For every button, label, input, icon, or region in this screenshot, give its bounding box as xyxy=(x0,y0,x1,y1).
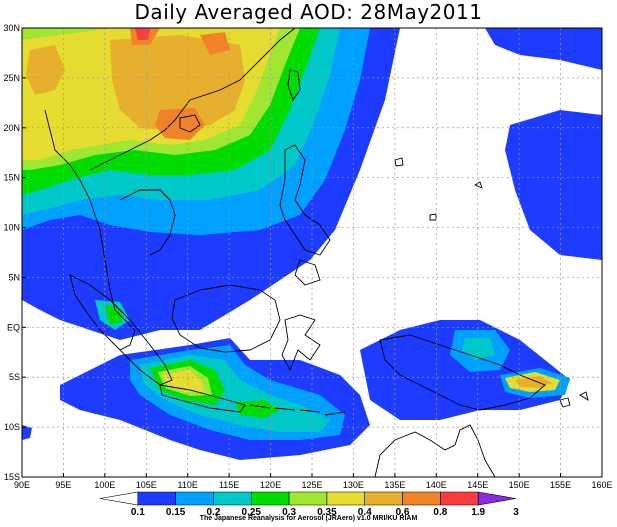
aod-contour-0.4 xyxy=(162,370,204,392)
colorbar-level-label: 0.25 xyxy=(242,507,262,518)
lat-tick-label: 15S xyxy=(4,472,20,482)
coastline-australia xyxy=(374,424,496,477)
coastline-borneo xyxy=(171,284,281,353)
lat-tick-label: 15N xyxy=(3,173,20,183)
lat-tick-label: 20N xyxy=(3,123,20,133)
colorbar-swatch xyxy=(364,491,403,506)
colorbar-swatch xyxy=(440,491,479,506)
lon-tick-label: 155E xyxy=(550,480,571,490)
coastline-lesser-sunda xyxy=(249,404,346,416)
aod-contour-0.3 xyxy=(235,400,280,418)
lon-tick-label: 105E xyxy=(136,480,157,490)
aod-contour-0.25 xyxy=(462,338,495,360)
aod-contour-0.3 xyxy=(105,305,122,325)
lat-tick-label: EQ xyxy=(7,322,20,332)
coastline-hainan xyxy=(179,114,201,133)
aod-contour-0.15 xyxy=(22,425,32,440)
colorbar-swatch xyxy=(326,491,366,506)
lon-tick-label: 160E xyxy=(591,480,612,490)
colorbar-level-label: 0.35 xyxy=(317,507,337,518)
coastline-philippines xyxy=(279,144,331,286)
lon-tick-label: 90E xyxy=(14,480,30,490)
aod-contour-0.6 xyxy=(110,35,245,130)
lon-tick-label: 100E xyxy=(94,480,115,490)
colorbar-swatch xyxy=(175,491,214,506)
colorbar-level-label: 0.8 xyxy=(433,507,447,518)
lon-tick-label: 110E xyxy=(178,480,198,490)
aod-contour-0.6 xyxy=(26,45,65,95)
coastline-taiwan xyxy=(287,69,301,101)
colorbar-swatch xyxy=(402,491,441,506)
lat-tick-label: 5S xyxy=(9,372,20,382)
lat-tick-label: 10S xyxy=(4,422,20,432)
colorbar-level-label: 0.4 xyxy=(358,507,372,518)
colorbar-level-label: 0.1 xyxy=(131,507,145,518)
lon-tick-label: 145E xyxy=(467,480,488,490)
aod-contour-1.9 xyxy=(135,28,150,40)
colorbar-level-label: 0.2 xyxy=(207,507,221,518)
colorbar-level-label: 1.9 xyxy=(471,507,485,518)
colorbar-level-label: 3 xyxy=(513,507,519,518)
lat-tick-label: 25N xyxy=(3,73,20,83)
lon-tick-label: 135E xyxy=(384,480,405,490)
lon-tick-label: 115E xyxy=(219,480,239,490)
coastline-new-guinea xyxy=(379,334,546,411)
lon-tick-label: 125E xyxy=(301,480,322,490)
colorbar-swatch xyxy=(250,491,290,506)
aod-contour-0.6 xyxy=(515,376,552,388)
colorbar-swatch xyxy=(137,491,176,506)
colorbar-swatch xyxy=(477,491,517,506)
colorbar: 0.1 0.15 0.2 0.25 0.3 0.35 0.4 0.6 0.8 1.9 3 xyxy=(99,491,519,518)
lon-tick-label: 140E xyxy=(426,480,447,490)
lat-tick-label: 30N xyxy=(3,23,20,33)
lon-tick-label: 95E xyxy=(55,480,71,490)
credit-line: The Japanese Reanalysis for Aerosol (JRA… xyxy=(199,515,418,522)
colorbar-level-label: 0.15 xyxy=(166,507,186,518)
colorbar-level-label: 0.6 xyxy=(396,507,410,518)
lat-tick-label: 5N xyxy=(8,272,20,282)
aod-contour-0.15 xyxy=(505,110,602,260)
coastline-sulawesi xyxy=(281,314,321,372)
colorbar-swatch xyxy=(288,491,328,506)
map-title: Daily Averaged AOD: 28May2011 xyxy=(134,0,483,24)
lon-tick-label: 130E xyxy=(343,480,364,490)
colorbar-swatch xyxy=(213,491,252,506)
aod-contour-0.8 xyxy=(200,32,230,55)
lat-tick-label: 10N xyxy=(3,223,20,233)
lon-tick-label: 150E xyxy=(509,480,530,490)
aod-contour-0.15 xyxy=(485,28,602,70)
lon-tick-label: 120E xyxy=(260,480,281,490)
colorbar-swatch xyxy=(99,491,139,506)
colorbar-level-label: 0.3 xyxy=(282,507,296,518)
coastline-sumatra xyxy=(69,274,173,386)
coastline-java xyxy=(159,384,246,413)
